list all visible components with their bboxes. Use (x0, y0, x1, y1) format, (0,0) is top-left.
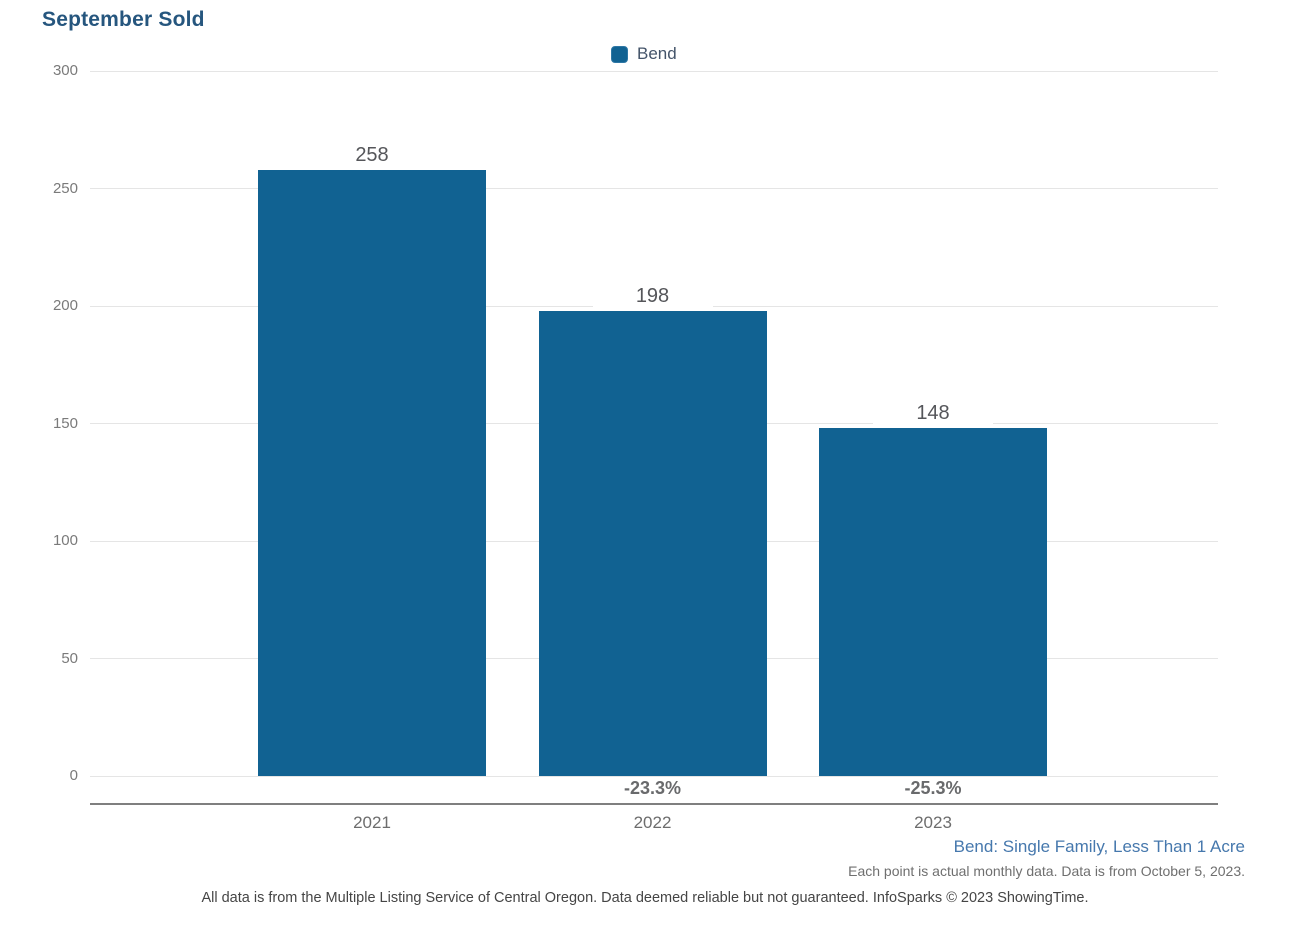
y-tick-label: 50 (61, 649, 78, 667)
x-axis-line (90, 803, 1218, 805)
x-axis-label: 2023 (914, 813, 952, 832)
legend-label: Bend (637, 44, 677, 63)
bar-value-label: 148 (873, 401, 993, 426)
bar-2021[interactable] (258, 169, 486, 776)
bar-2022[interactable] (538, 310, 767, 776)
x-axis-label: 2022 (633, 813, 672, 832)
bar-value-label: 258 (312, 142, 432, 167)
y-tick-label: 200 (52, 297, 78, 314)
y-tick-label: 100 (52, 532, 78, 549)
gridline-250 (90, 188, 1218, 189)
y-tick-label: 250 (52, 179, 78, 197)
legend-swatch-icon (611, 45, 628, 63)
y-tick-label: 0 (69, 767, 78, 784)
gridline-0 (90, 775, 1218, 777)
series-note: Bend: Single Family, Less Than 1 Acre (953, 837, 1245, 856)
pct-change-label: -25.3% (904, 778, 962, 798)
gridline-300 (90, 70, 1218, 72)
y-tick-label: 300 (52, 62, 78, 79)
footer-disclaimer: All data is from the Multiple Listing Se… (201, 890, 1089, 906)
x-axis-label: 2021 (353, 813, 391, 832)
data-note: Each point is actual monthly data. Data … (848, 863, 1245, 879)
legend-item-bend[interactable]: Bend (611, 44, 677, 64)
chart-title: September Sold (42, 8, 205, 31)
bar-value-label: 198 (592, 283, 713, 308)
pct-change-label: -23.3% (623, 778, 682, 798)
bar-2023[interactable] (819, 428, 1047, 776)
y-tick-label: 150 (52, 414, 78, 432)
